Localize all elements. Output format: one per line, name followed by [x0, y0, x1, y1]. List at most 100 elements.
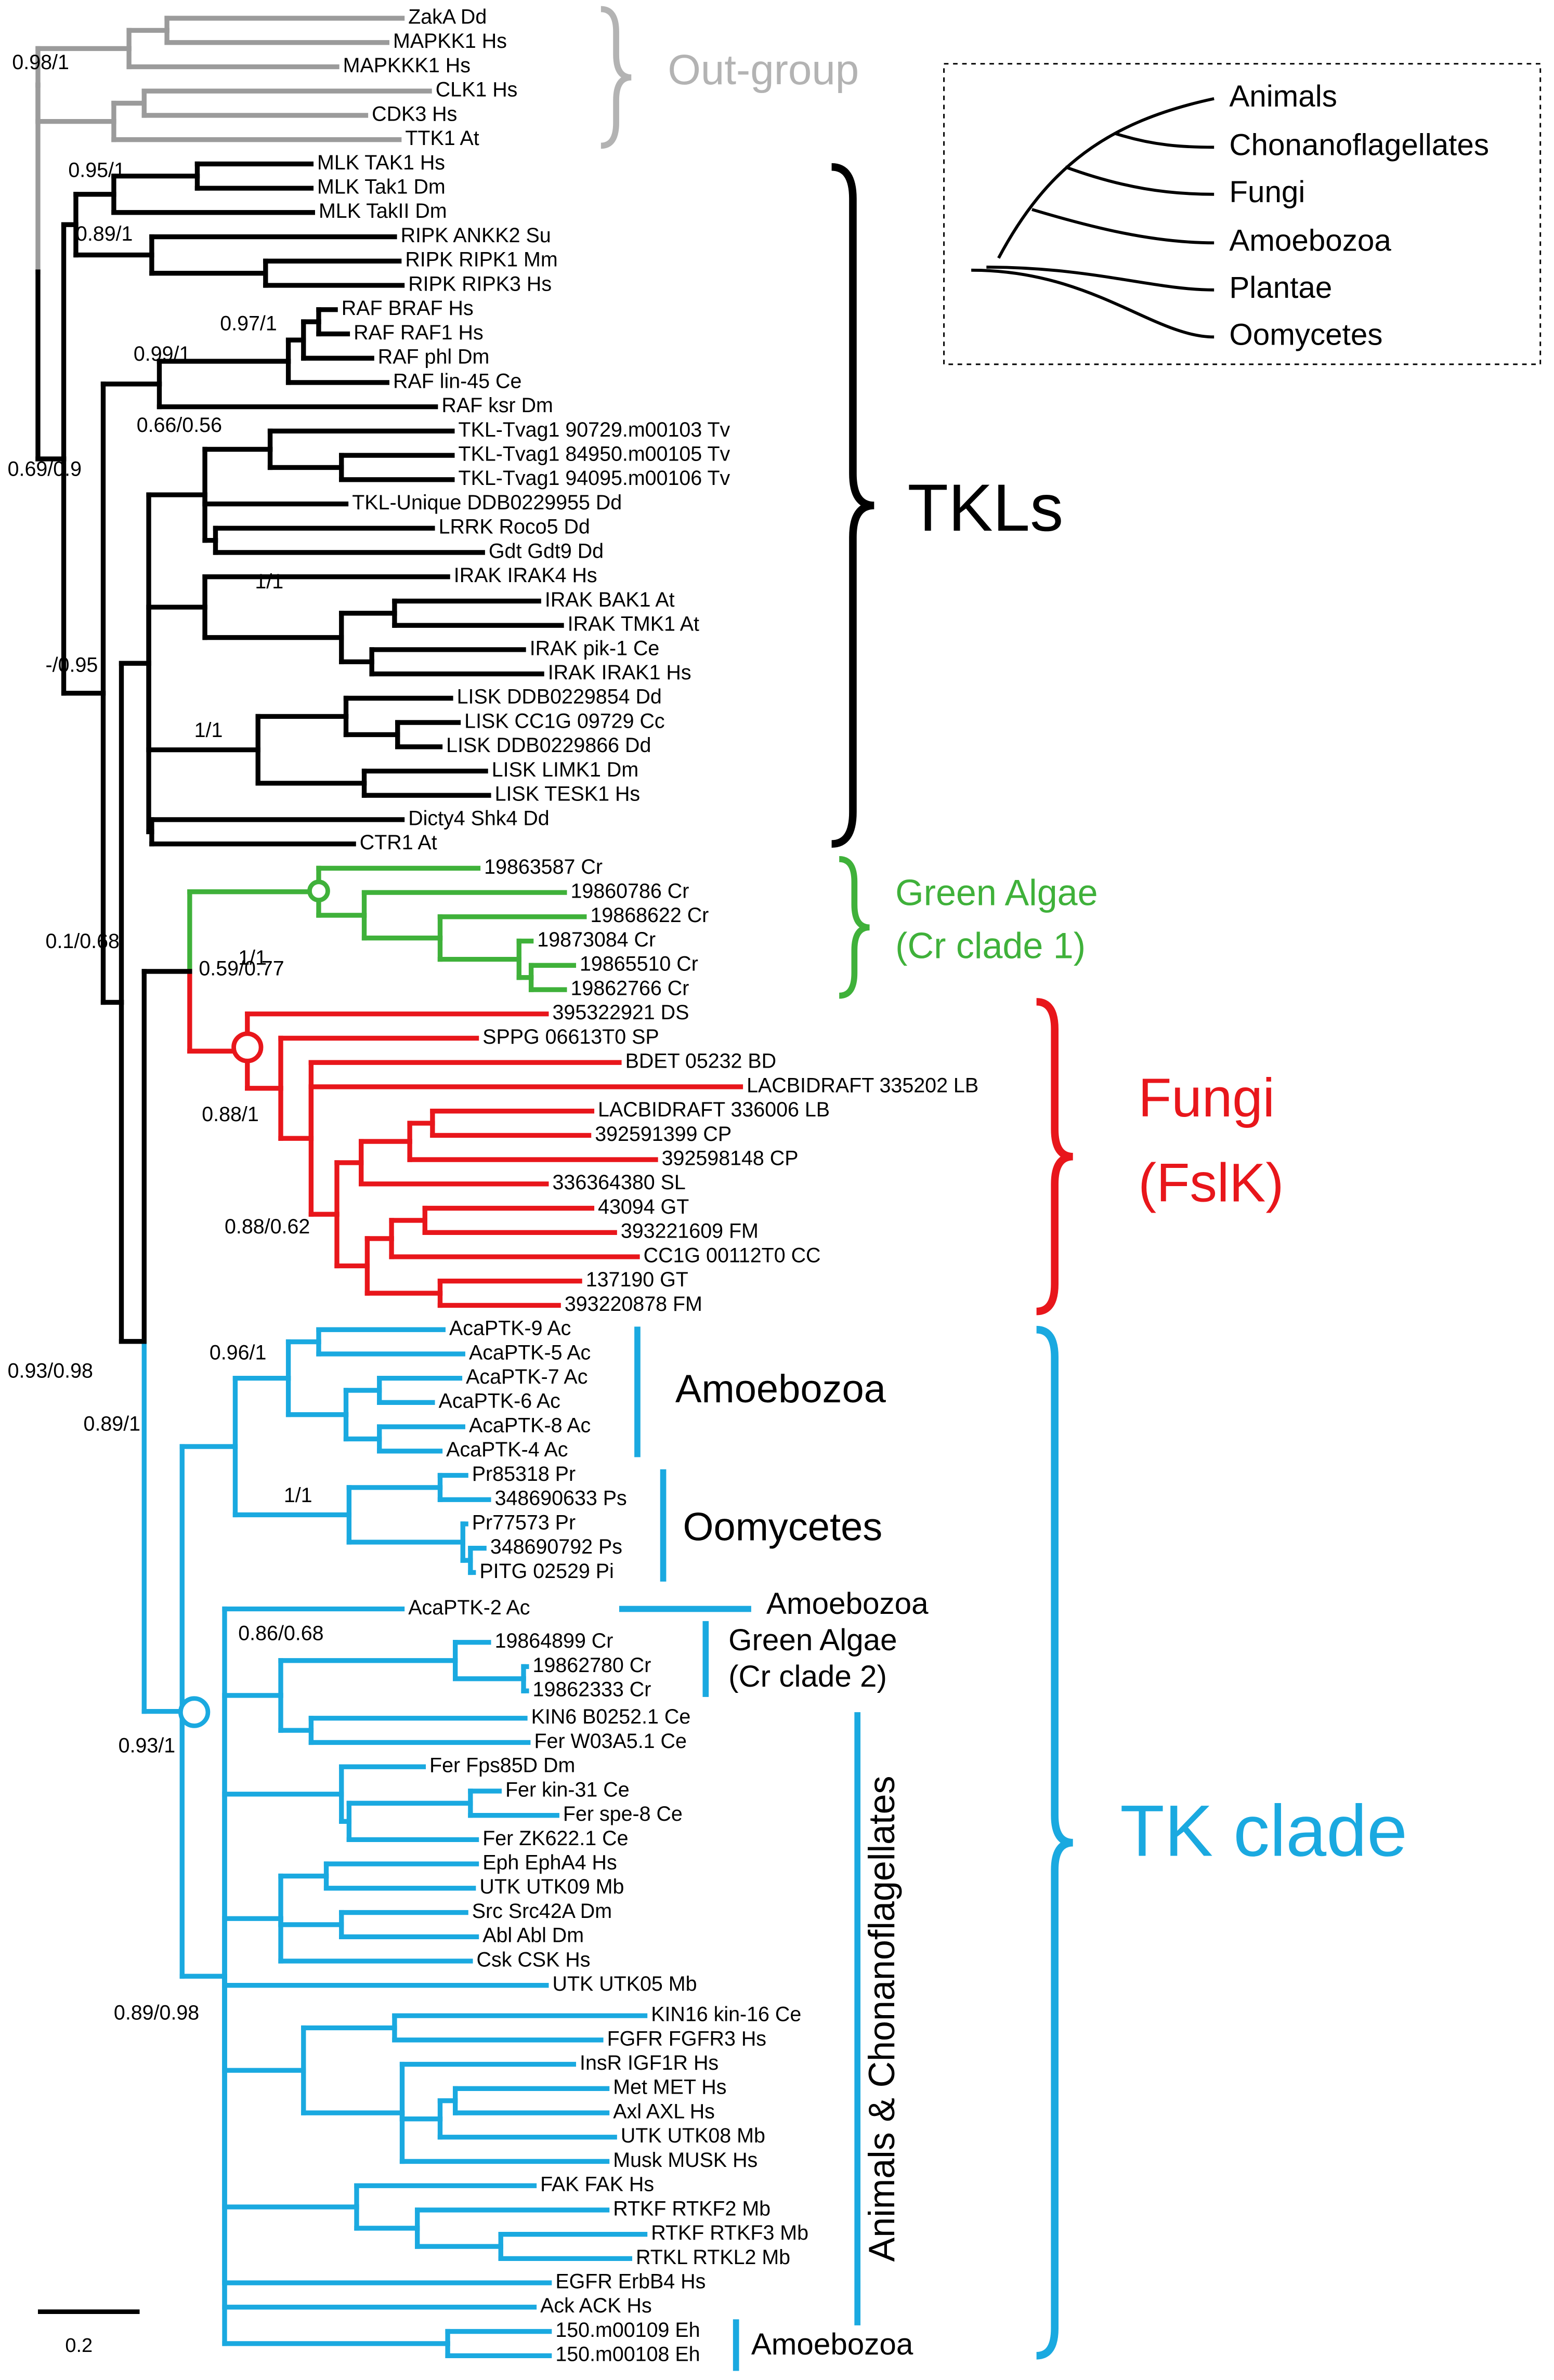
clade-brace — [1036, 998, 1074, 1316]
leaf-label: 150.m00108 Eh — [555, 2343, 700, 2366]
support-value: 1/1 — [238, 946, 267, 969]
leaf-label: RAF RAF1 Hs — [354, 321, 484, 344]
leaf-label: 43094 GT — [598, 1195, 689, 1218]
leaf-label: IRAK IRAK4 Hs — [454, 564, 597, 587]
leaf-label: AcaPTK-4 Ac — [446, 1438, 568, 1461]
leaf-label: IRAK pik-1 Ce — [530, 637, 660, 660]
node-marker — [231, 1031, 264, 1063]
clade-label: Green Algae — [728, 1623, 897, 1657]
leaf-label: 348690633 Ps — [495, 1487, 627, 1510]
support-value: 0.86/0.68 — [238, 1622, 323, 1645]
clade-label: Amoebozoa — [751, 2328, 913, 2361]
leaf-label: Ack ACK Hs — [540, 2294, 652, 2317]
leaf-label: AcaPTK-6 Ac — [439, 1390, 560, 1413]
leaf-label: FAK FAK Hs — [540, 2173, 654, 2196]
leaf-label: 392591399 CP — [595, 1123, 732, 1146]
clade-brace — [1036, 1325, 1074, 2360]
clade-label: Out-group — [668, 46, 859, 94]
leaf-label: EGFR ErbB4 Hs — [555, 2270, 706, 2293]
leaf-label: TKL-Tvag1 94095.m00106 Tv — [459, 467, 730, 490]
leaf-label: MLK TAK1 Hs — [317, 151, 445, 174]
inset-frame — [943, 63, 1542, 365]
leaf-label: RAF BRAF Hs — [342, 297, 474, 320]
leaf-label: AcaPTK-2 Ac — [408, 1596, 530, 1619]
leaf-label: Axl AXL Hs — [613, 2100, 715, 2123]
scale-label: 0.2 — [65, 2335, 93, 2357]
leaf-label: 150.m00109 Eh — [555, 2319, 700, 2342]
support-value: -/0.95 — [46, 653, 98, 676]
leaf-label: CTR1 At — [360, 831, 437, 854]
leaf-label: InsR IGF1R Hs — [580, 2052, 719, 2074]
leaf-label: CDK3 Hs — [372, 102, 457, 125]
support-value: 1/1 — [194, 719, 223, 742]
leaf-label: MLK Tak1 Dm — [317, 176, 446, 199]
leaf-label: IRAK TMK1 At — [568, 613, 699, 636]
clade-label: (Cr clade 1) — [895, 926, 1086, 966]
clade-label: Amoebozoa — [675, 1367, 886, 1411]
leaf-label: Fer kin-31 Ce — [505, 1778, 630, 1801]
leaf-label: LACBIDRAFT 336006 LB — [598, 1098, 830, 1121]
leaf-label: RTKF RTKF3 Mb — [651, 2221, 808, 2244]
leaf-label: SPPG 06613T0 SP — [482, 1025, 659, 1048]
support-value: 0.88/0.62 — [225, 1215, 310, 1238]
leaf-label: Abl Abl Dm — [482, 1924, 584, 1947]
inset-taxon: Amoebozoa — [1229, 224, 1391, 258]
leaf-label: 19865510 Cr — [580, 953, 698, 976]
inset-taxon: Plantae — [1229, 271, 1332, 305]
support-value: 0.96/1 — [210, 1341, 267, 1364]
support-value: 0.93/1 — [119, 1734, 176, 1757]
support-value: 0.95/1 — [68, 159, 125, 181]
leaf-label: PITG 02529 Pi — [479, 1560, 613, 1583]
clade-brace — [839, 856, 870, 999]
leaf-label: RIPK RIPK1 Mm — [405, 248, 557, 271]
leaf-label: BDET 05232 BD — [625, 1050, 777, 1073]
leaf-label: TKL-Unique DDB0229955 Dd — [352, 491, 622, 514]
leaf-label: 19862766 Cr — [571, 977, 689, 1000]
leaf-label: Eph EphA4 Hs — [482, 1851, 617, 1874]
leaf-label: LISK CC1G 09729 Cc — [464, 709, 664, 732]
support-value: 0.99/1 — [134, 343, 191, 365]
leaf-label: RTKF RTKF2 Mb — [613, 2197, 771, 2220]
leaf-label: Fer Fps85D Dm — [429, 1754, 575, 1777]
leaf-label: 392598148 CP — [662, 1147, 799, 1169]
support-value: 0.97/1 — [220, 312, 277, 335]
leaf-label: 348690792 Ps — [490, 1535, 622, 1558]
inset: Animals Chonanoflagellates Fungi Amoebozoa P… — [943, 63, 1542, 365]
leaf-label: RIPK ANKK2 Su — [401, 224, 551, 247]
leaf-label: CLK1 Hs — [436, 78, 518, 101]
clade-brace — [600, 6, 632, 149]
leaf-label: Met MET Hs — [613, 2076, 726, 2099]
support-value: 0.59/0.77 — [199, 957, 284, 980]
inset-taxon: Oomycetes — [1229, 318, 1382, 352]
support-value: 0.66/0.56 — [137, 414, 222, 437]
support-value: 0.88/1 — [202, 1103, 259, 1126]
support-value: 0.89/1 — [84, 1413, 141, 1436]
leaf-label: UTK UTK08 Mb — [621, 2124, 765, 2147]
leaf-label: Pr77573 Pr — [472, 1511, 576, 1534]
leaf-label: KIN16 kin-16 Ce — [651, 2003, 801, 2026]
clade-label: Oomycetes — [683, 1505, 883, 1549]
leaf-label: Musk MUSK Hs — [613, 2149, 758, 2172]
clade-brace — [831, 163, 874, 848]
leaf-label: AcaPTK-9 Ac — [449, 1317, 571, 1340]
inset-taxon: Chonanoflagellates — [1229, 128, 1489, 162]
leaf-label: FGFR FGFR3 Hs — [607, 2027, 766, 2050]
leaf-label: Gdt Gdt9 Dd — [489, 540, 604, 562]
leaf-label: 19860786 Cr — [571, 880, 689, 903]
support-value: 0.89/1 — [76, 222, 133, 245]
leaf-label: RAF phl Dm — [378, 346, 490, 369]
leaf-label: LISK TESK1 Hs — [495, 783, 641, 806]
leaf-label: Pr85318 Pr — [472, 1463, 576, 1485]
leaf-label: LRRK Roco5 Dd — [439, 516, 590, 538]
clade-label: (Cr clade 2) — [728, 1660, 887, 1693]
leaf-label: Src Src42A Dm — [472, 1900, 612, 1923]
leaf-label: 393221609 FM — [621, 1220, 759, 1243]
leaf-label: RTKL RTKL2 Mb — [636, 2246, 790, 2269]
scale-bar: 0.2 — [37, 2309, 140, 2357]
leaf-label: Csk CSK Hs — [477, 1948, 591, 1971]
leaf-label: AcaPTK-5 Ac — [469, 1341, 591, 1364]
leaf-label: 19863587 Cr — [484, 856, 603, 878]
leaf-label: Fer spe-8 Ce — [563, 1803, 683, 1825]
support-value: 1/1 — [284, 1484, 312, 1507]
